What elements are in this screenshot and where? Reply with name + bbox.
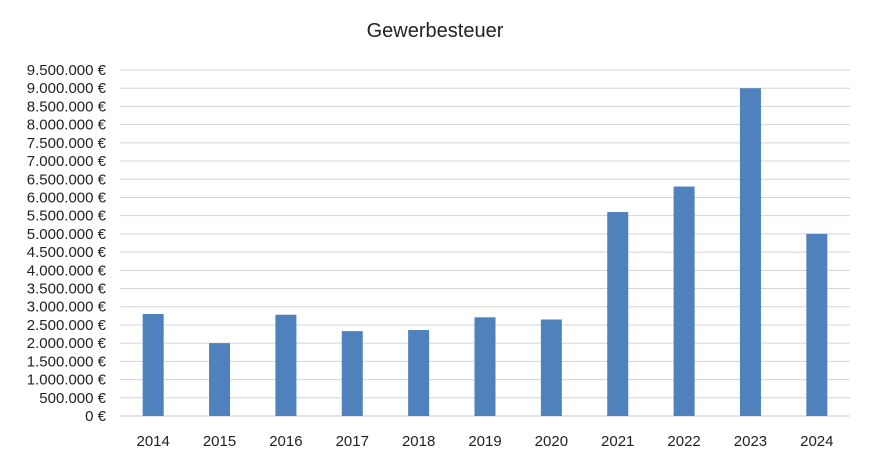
y-tick-label: 500.000 € (39, 390, 106, 407)
y-tick-label: 0 € (85, 408, 107, 425)
bar-2016 (275, 314, 297, 416)
x-tick-label: 2018 (402, 433, 435, 450)
x-tick-label: 2024 (800, 433, 833, 450)
bars (142, 88, 828, 417)
chart-title: Gewerbesteuer (367, 20, 504, 42)
x-tick-label: 2021 (601, 433, 634, 450)
x-tick-label: 2017 (336, 433, 369, 450)
y-tick-label: 1.500.000 € (27, 353, 107, 370)
x-tick-label: 2023 (734, 433, 767, 450)
bar-2019 (474, 317, 496, 416)
x-tick-label: 2020 (535, 433, 568, 450)
bar-2015 (209, 343, 231, 416)
x-tick-label: 2014 (136, 433, 169, 450)
y-axis-ticks: 0 €500.000 €1.000.000 € 1.500.000 €2.000.… (27, 62, 107, 425)
bar-2017 (341, 331, 363, 416)
y-tick-label: 9.000.000 € (27, 80, 107, 97)
x-tick-label: 2019 (468, 433, 501, 450)
bar-2021 (607, 212, 629, 416)
y-tick-label: 8.500.000 € (27, 98, 107, 115)
x-axis-ticks: 2014 2015 2016 2017 2018 2019 2020 2021 2022 2023… (136, 433, 833, 450)
y-tick-label: 2.500.000 € (27, 317, 107, 334)
y-tick-label: 3.000.000 € (27, 299, 107, 316)
y-tick-label: 7.500.000 € (27, 135, 107, 152)
y-tick-label: 6.000.000 € (27, 189, 107, 206)
y-tick-label: 3.500.000 € (27, 281, 107, 298)
y-tick-label: 1.000.000 € (27, 372, 107, 389)
bar-2024 (806, 233, 828, 416)
y-tick-label: 7.000.000 € (27, 153, 107, 170)
y-tick-label: 5.000.000 € (27, 226, 107, 243)
y-tick-label: 6.500.000 € (27, 171, 107, 188)
bar-2018 (408, 330, 430, 416)
gridlines (120, 69, 850, 417)
y-tick-label: 8.000.000 € (27, 117, 107, 134)
y-tick-label: 2.000.000 € (27, 335, 107, 352)
bar-2022 (673, 186, 695, 416)
y-tick-label: 9.500.000 € (27, 62, 107, 79)
y-tick-label: 4.000.000 € (27, 262, 107, 279)
y-tick-label: 5.500.000 € (27, 208, 107, 225)
x-tick-label: 2015 (203, 433, 236, 450)
bar-2023 (739, 88, 761, 417)
y-tick-label: 4.500.000 € (27, 244, 107, 261)
x-tick-label: 2022 (667, 433, 700, 450)
bar-2020 (540, 319, 562, 416)
x-tick-label: 2016 (269, 433, 302, 450)
bar-2014 (142, 314, 164, 416)
